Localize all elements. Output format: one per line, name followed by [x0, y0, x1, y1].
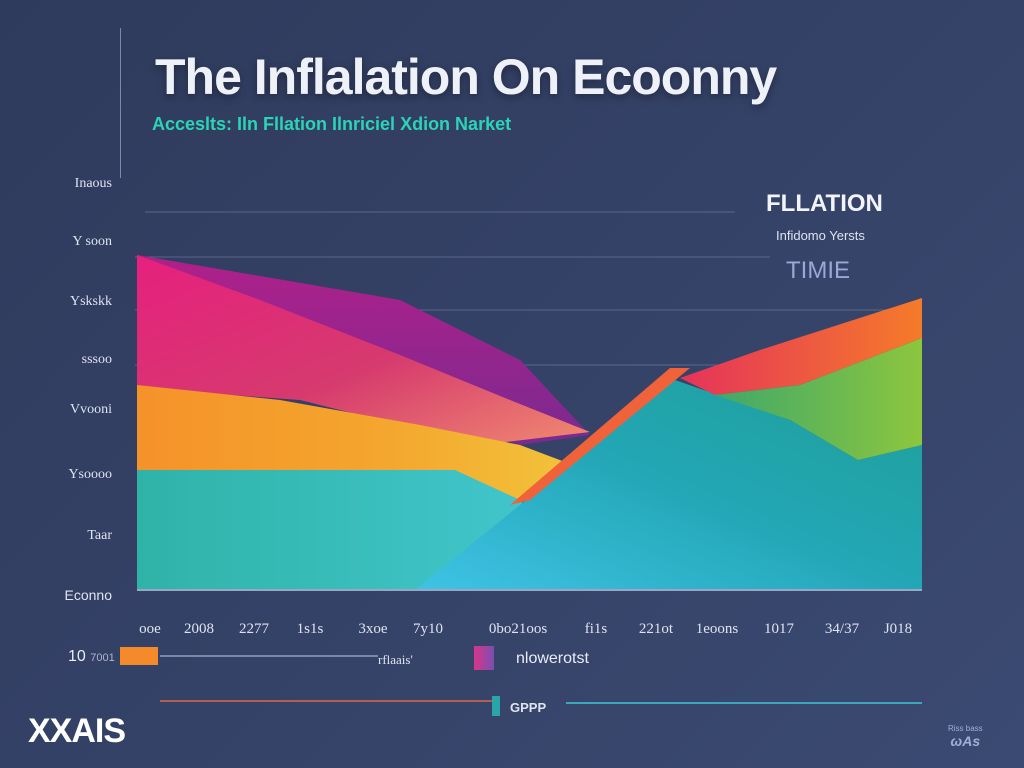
series-green	[715, 338, 922, 460]
series-red-ribbon	[510, 368, 690, 505]
logo-line-2: ωAs	[950, 733, 981, 749]
series-cyan	[415, 380, 922, 590]
x-tick-label: fi1s	[584, 621, 608, 637]
x-tick-label: 1017	[764, 621, 794, 637]
y-tick-label: Inaous	[74, 176, 112, 191]
x-axis-title: XXAIS	[28, 712, 126, 750]
chart-title: The Inflalation On Ecoonny	[155, 49, 777, 105]
teal-swatch	[492, 696, 500, 716]
brand-logo: Riss bass ωAs	[948, 724, 983, 749]
series-magenta	[137, 255, 590, 445]
x-tick-label: J018	[883, 621, 913, 637]
orange-swatch	[120, 647, 158, 665]
bottom-value-unit: 7001	[90, 652, 115, 664]
gpp-label: GPPP	[510, 700, 547, 715]
series-red-orange	[680, 298, 922, 395]
logo-line-1: Riss bass	[948, 724, 983, 733]
legend-label-a: rflaais'	[378, 652, 413, 667]
bottom-value: 10 7001	[68, 648, 115, 666]
y-tick-label: Vvooni	[70, 402, 112, 417]
y-tick-label: sssoo	[81, 352, 112, 367]
y-tick-label: Econno	[64, 587, 112, 603]
x-tick-label: 2008	[184, 621, 214, 637]
legend-subtitle: Infidomo Yersts	[776, 228, 865, 243]
legend-title: FLLATION	[766, 190, 883, 217]
x-tick-label: 1s1s	[296, 621, 324, 637]
legend-label-b: nlowerotst	[516, 650, 589, 667]
y-tick-label: Y soon	[72, 234, 112, 249]
legend-time-label: TIMIE	[786, 257, 850, 284]
y-tick-label: Taar	[87, 528, 112, 543]
x-tick-label: 1eoons	[695, 621, 739, 637]
x-tick-label: 7y10	[413, 621, 443, 637]
x-tick-label: 0bo21oos	[488, 621, 548, 637]
magenta-swatch	[474, 646, 494, 670]
y-tick-label: Ysoooo	[68, 467, 112, 482]
x-tick-label: 3xoe	[358, 621, 388, 637]
x-tick-label: 2277	[239, 621, 269, 637]
bottom-value-number: 10	[68, 648, 86, 665]
x-tick-label: 34/37	[824, 621, 860, 637]
chart-subtitle: Acceslts: Iln Fllation Ilnriciel Xdion N…	[152, 114, 512, 134]
x-tick-label: ooe	[139, 621, 161, 637]
title-rule	[120, 28, 121, 178]
x-tick-label: 221ot	[638, 621, 674, 637]
y-tick-label: Yskskk	[69, 294, 112, 309]
